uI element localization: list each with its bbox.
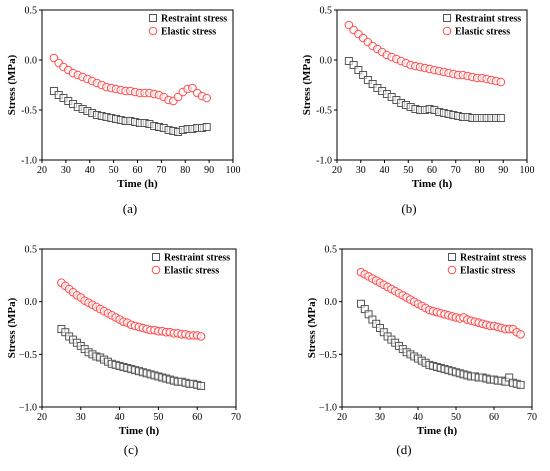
legend-elastic-marker bbox=[442, 26, 452, 36]
y-tick-label: 0.5 bbox=[320, 6, 333, 17]
legend-elastic-marker bbox=[151, 265, 161, 275]
x-tick-label: 50 bbox=[403, 165, 413, 176]
chart-panel-d: 20 30 40 50 60 70 −1.0 −0.5 0.0 0.5 Time (h) Stress… bbox=[306, 245, 537, 458]
x-tick-label: 40 bbox=[85, 165, 95, 176]
x-tick-label: 80 bbox=[475, 165, 485, 176]
chart-panel-c: 20 30 40 50 60 70 −1.0 −0.5 0.0 0.5 Time (h) Stress… bbox=[6, 245, 241, 458]
elastic-stress-point bbox=[196, 332, 206, 341]
legend-label: Elastic stress bbox=[161, 27, 216, 38]
x-tick-label: 90 bbox=[204, 165, 214, 176]
legend-restraint-marker bbox=[448, 253, 456, 261]
chart-panel-b: 20 30 40 50 60 70 80 90 100 -1.0 -0.5 0.0 0.5 Time (h… bbox=[301, 6, 535, 217]
restraint-stress-point bbox=[349, 61, 358, 69]
panel-caption: (b) bbox=[401, 201, 416, 216]
plot-frame bbox=[341, 248, 533, 408]
plot-frame bbox=[41, 248, 237, 408]
x-tick-label: 30 bbox=[76, 412, 86, 423]
panel-caption: (a) bbox=[123, 201, 137, 216]
x-tick-label: 20 bbox=[37, 412, 47, 423]
x-axis-title: Time (h) bbox=[119, 425, 160, 437]
chart-panel-a: 20 30 40 50 60 70 80 90 100 -1.0 -0.5 0.0 0.5 Time (h… bbox=[6, 6, 241, 217]
restraint-stress-point bbox=[202, 123, 211, 131]
x-tick-label: 40 bbox=[380, 165, 390, 176]
y-tick-label: 0.5 bbox=[25, 6, 38, 17]
x-tick-label: 30 bbox=[61, 165, 71, 176]
legend-label: Restraint stress bbox=[460, 253, 526, 264]
x-tick-label: 60 bbox=[489, 412, 499, 423]
y-tick-label: 0.0 bbox=[25, 56, 38, 67]
x-tick-label: 50 bbox=[153, 412, 163, 423]
y-tick-label: -1.0 bbox=[316, 156, 332, 167]
panel-caption: (c) bbox=[124, 442, 138, 457]
restraint-stress-point bbox=[354, 66, 363, 74]
y-tick-label: −0.5 bbox=[19, 350, 37, 361]
restraint-stress-point bbox=[197, 381, 206, 390]
y-tick-label: -0.5 bbox=[316, 106, 332, 117]
x-axis-title: Time (h) bbox=[417, 425, 458, 437]
legend-restraint-marker bbox=[149, 14, 157, 22]
y-axis-title: Stress (MPa) bbox=[6, 54, 18, 115]
x-tick-label: 40 bbox=[115, 412, 125, 423]
x-tick-label: 100 bbox=[226, 165, 241, 176]
x-tick-label: 30 bbox=[356, 165, 366, 176]
elastic-stress-point bbox=[496, 77, 506, 87]
legend-label: Restraint stress bbox=[164, 253, 230, 264]
elastic-stress-point bbox=[516, 330, 525, 339]
legend-label: Elastic stress bbox=[164, 266, 219, 277]
x-tick-label: 60 bbox=[133, 165, 143, 176]
restraint-stress-point bbox=[359, 71, 368, 79]
legend-label: Restraint stress bbox=[161, 14, 227, 25]
x-tick-label: 70 bbox=[527, 412, 537, 423]
x-tick-label: 90 bbox=[498, 165, 508, 176]
y-tick-label: -1.0 bbox=[21, 156, 37, 167]
x-tick-label: 20 bbox=[337, 412, 347, 423]
legend-label: Restraint stress bbox=[455, 14, 521, 25]
x-tick-label: 60 bbox=[427, 165, 437, 176]
legend-label: Elastic stress bbox=[455, 27, 510, 38]
x-tick-label: 80 bbox=[180, 165, 190, 176]
x-tick-label: 50 bbox=[109, 165, 119, 176]
restraint-stress-point bbox=[516, 380, 525, 389]
x-axis-title: Time (h) bbox=[117, 178, 158, 190]
legend-label: Elastic stress bbox=[460, 266, 515, 277]
x-tick-label: 30 bbox=[375, 412, 385, 423]
y-axis-title: Stress (MPa) bbox=[306, 297, 318, 358]
y-tick-label: 0.5 bbox=[325, 245, 338, 256]
x-axis-title: Time (h) bbox=[412, 178, 453, 190]
x-tick-label: 40 bbox=[413, 412, 423, 423]
y-tick-label: 0.0 bbox=[25, 297, 38, 308]
y-tick-label: −1.0 bbox=[19, 403, 37, 414]
elastic-stress-point bbox=[202, 93, 212, 103]
y-tick-label: 0.5 bbox=[25, 245, 38, 256]
y-tick-label: 0.0 bbox=[320, 56, 333, 67]
x-tick-label: 70 bbox=[231, 412, 241, 423]
x-tick-label: 70 bbox=[156, 165, 166, 176]
x-tick-label: 100 bbox=[520, 165, 535, 176]
x-tick-label: 50 bbox=[451, 412, 461, 423]
x-tick-label: 60 bbox=[192, 412, 202, 423]
x-tick-label: 20 bbox=[332, 165, 342, 176]
legend-elastic-marker bbox=[148, 26, 158, 36]
y-tick-label: −0.5 bbox=[319, 350, 337, 361]
y-tick-label: −1.0 bbox=[319, 403, 337, 414]
restraint-stress-point bbox=[496, 114, 505, 122]
y-tick-label: -0.5 bbox=[21, 106, 37, 117]
y-axis-title: Stress (MPa) bbox=[6, 297, 18, 358]
y-axis-title: Stress (MPa) bbox=[301, 54, 313, 115]
y-tick-label: 0.0 bbox=[325, 297, 338, 308]
x-tick-label: 70 bbox=[451, 165, 461, 176]
x-tick-label: 20 bbox=[37, 165, 47, 176]
panel-caption: (d) bbox=[396, 442, 411, 457]
legend-restraint-marker bbox=[152, 253, 160, 261]
legend-restraint-marker bbox=[443, 14, 451, 22]
legend-elastic-marker bbox=[447, 265, 457, 275]
